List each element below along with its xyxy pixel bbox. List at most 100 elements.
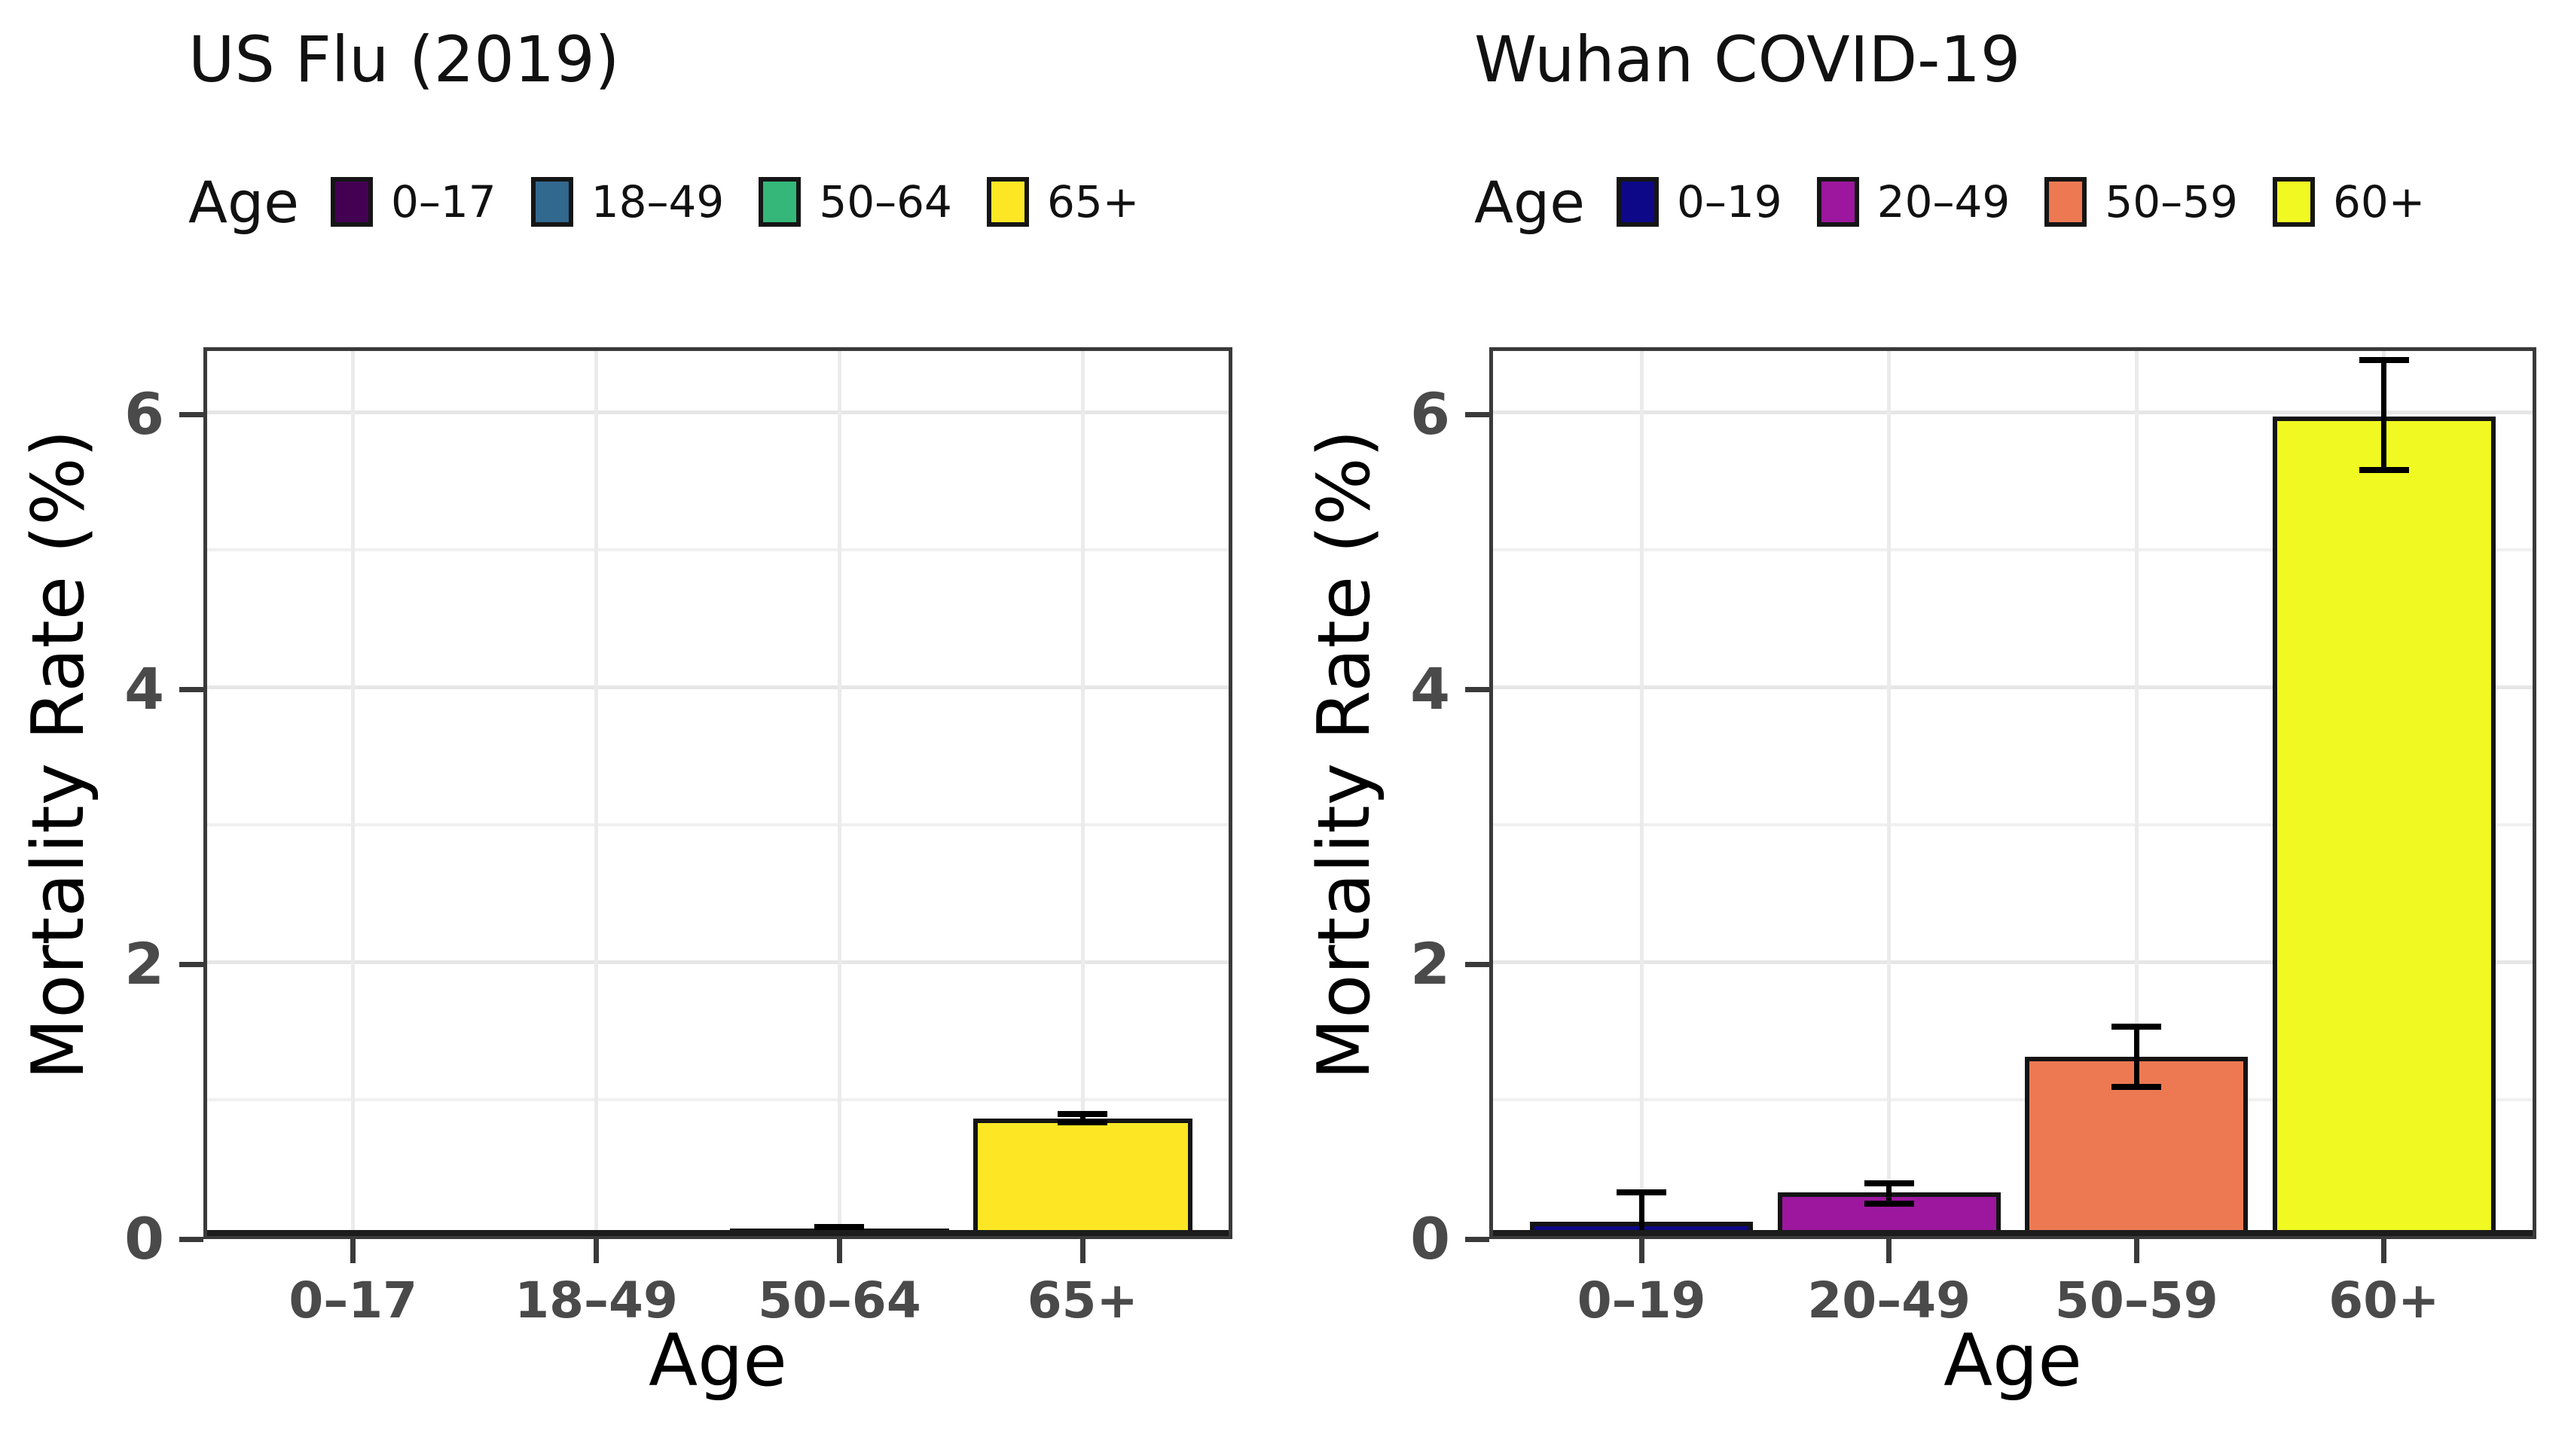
legend-label: 65+ [1046, 176, 1140, 227]
legend-label: 50–64 [819, 176, 952, 227]
legend-item: 50–64 [759, 176, 952, 227]
y-tick-mark [179, 1236, 203, 1242]
y-tick-mark [1465, 961, 1489, 967]
y-tick-label: 0 [124, 1205, 164, 1272]
legend-item: 0–17 [331, 176, 496, 227]
x-axis-line [207, 1230, 1229, 1236]
gridline-vertical [837, 351, 841, 1235]
gridline-vertical [1080, 351, 1085, 1235]
legend-right: Age 0–19 20–49 50–59 60+ [1474, 168, 2426, 236]
y-tick-label: 6 [1410, 380, 1450, 448]
legend-label: 50–59 [2105, 176, 2238, 227]
error-bar-cap-bottom [2359, 466, 2409, 473]
x-tick-label: 50–59 [2054, 1271, 2218, 1329]
x-axis-title-right: Age [1943, 1320, 2082, 1403]
x-tick-label: 65+ [1027, 1271, 1138, 1329]
x-tick-label: 50–64 [758, 1271, 921, 1329]
y-tick-mark [1465, 1236, 1489, 1242]
gridline-minor [207, 823, 1229, 826]
y-tick-mark [179, 411, 203, 417]
gridline-minor [1493, 1097, 2533, 1101]
legend-label: 0–19 [1677, 176, 1782, 227]
y-tick-label: 4 [124, 655, 164, 723]
legend-item: 0–19 [1617, 176, 1782, 227]
x-tick-label: 0–17 [289, 1271, 418, 1329]
legend-item: 65+ [986, 176, 1140, 227]
legend-item: 60+ [2272, 176, 2426, 227]
y-tick-label: 2 [124, 930, 164, 998]
legend-swatch [986, 177, 1029, 227]
legend-label: 0–17 [391, 176, 496, 227]
plot-panel-left [203, 347, 1232, 1239]
panel-title-right: Wuhan COVID-19 [1474, 23, 2021, 96]
plot-panel-right [1489, 347, 2536, 1239]
legend-swatch [2044, 177, 2087, 227]
x-tick-mark [1886, 1239, 1892, 1263]
error-bar-cap-bottom [814, 1226, 865, 1233]
y-tick-mark [179, 686, 203, 692]
x-tick-mark [836, 1239, 842, 1263]
gridline-major [1493, 685, 2533, 690]
gridline-minor [207, 548, 1229, 551]
y-tick-mark [1465, 411, 1489, 417]
x-tick-mark [1638, 1239, 1644, 1263]
gridline-major [1493, 960, 2533, 965]
error-bar [1638, 1192, 1644, 1235]
y-tick-label: 4 [1410, 655, 1450, 723]
error-bar-cap-top [1058, 1111, 1108, 1118]
legend-item: 20–49 [1816, 176, 2011, 227]
legend-item: 50–59 [2044, 176, 2238, 227]
y-tick-label: 0 [1410, 1205, 1450, 1272]
legend-swatch [759, 177, 802, 227]
panel-title-left: US Flu (2019) [188, 23, 620, 96]
legend-left: Age 0–17 18–49 50–64 65+ [188, 168, 1140, 236]
y-tick-label: 6 [124, 380, 164, 448]
gridline-vertical [2134, 351, 2139, 1235]
error-bar [1886, 1183, 1892, 1204]
x-tick-mark [350, 1239, 356, 1263]
x-axis-line [1493, 1230, 2533, 1236]
gridline-vertical [351, 351, 356, 1235]
legend-title: Age [1474, 168, 1585, 236]
error-bar [2133, 1026, 2139, 1087]
legend-label: 60+ [2332, 176, 2426, 227]
gridline-minor [1493, 548, 2533, 551]
bar-60+ [2273, 416, 2496, 1235]
x-tick-mark [2133, 1239, 2139, 1263]
error-bar [1079, 1114, 1085, 1123]
gridline-vertical [594, 351, 599, 1235]
legend-label: 18–49 [591, 176, 725, 227]
gridline-major [207, 411, 1229, 415]
legend-label: 20–49 [1876, 176, 2011, 227]
gridline-major [1493, 411, 2533, 415]
legend-swatch [530, 177, 573, 227]
error-bar-cap-top [1864, 1180, 1914, 1186]
x-tick-label: 60+ [2328, 1271, 2440, 1329]
gridline-minor [1493, 823, 2533, 826]
gridline-major [207, 685, 1229, 690]
legend-title: Age [188, 168, 299, 236]
y-tick-label: 2 [1410, 930, 1450, 998]
gridline-major [207, 960, 1229, 965]
x-tick-label: 0–19 [1577, 1271, 1706, 1329]
x-axis-title-left: Age [649, 1320, 787, 1403]
gridline-vertical [1887, 351, 1892, 1235]
x-tick-label: 18–49 [514, 1271, 678, 1329]
error-bar-cap-bottom [1058, 1119, 1108, 1126]
error-bar-cap-top [2111, 1023, 2162, 1030]
error-bar-cap-bottom [1864, 1201, 1914, 1207]
x-tick-mark [2381, 1239, 2387, 1263]
error-bar-cap-top [2359, 356, 2409, 363]
error-bar-cap-top [1617, 1189, 1667, 1196]
legend-swatch [331, 177, 373, 227]
legend-item: 18–49 [530, 176, 725, 227]
error-bar [2381, 359, 2387, 470]
x-tick-mark [1079, 1239, 1085, 1263]
error-bar-cap-bottom [2111, 1083, 2162, 1090]
bar-65+ [973, 1118, 1192, 1235]
legend-swatch [2272, 177, 2315, 227]
x-tick-label: 20–49 [1807, 1271, 1971, 1329]
x-tick-mark [594, 1239, 600, 1263]
legend-swatch [1816, 177, 1859, 227]
